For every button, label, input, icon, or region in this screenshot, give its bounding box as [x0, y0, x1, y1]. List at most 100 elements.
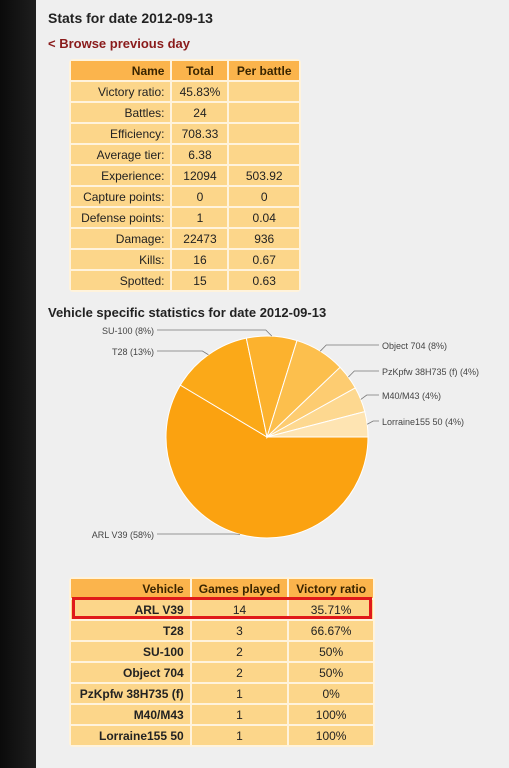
stat-per-battle: 503.92 [229, 166, 299, 185]
header-victory-ratio: Victory ratio [289, 579, 373, 598]
stat-per-battle: 936 [229, 229, 299, 248]
pie-slice-label: T28 (13%) [112, 347, 154, 357]
stat-name: Efficiency: [71, 124, 171, 143]
stat-per-battle [229, 103, 299, 122]
stat-name: Victory ratio: [71, 82, 171, 101]
pie-leader-line [157, 350, 209, 356]
stat-per-battle: 0.63 [229, 271, 299, 290]
stat-total: 15 [172, 271, 228, 290]
left-sidebar-strip [0, 0, 36, 768]
stat-name: Capture points: [71, 187, 171, 206]
page-title: Stats for date 2012-09-13 [48, 10, 213, 26]
header-vehicle: Vehicle [71, 579, 190, 598]
daily-stats-table: Name Total Per battle Victory ratio: 45.8… [69, 59, 301, 292]
stat-total: 22473 [172, 229, 228, 248]
vehicle-games: 2 [191, 642, 288, 661]
stat-name: Spotted: [71, 271, 171, 290]
table-row: ARL V39 14 35.71% [71, 600, 373, 619]
stat-name: Experience: [71, 166, 171, 185]
pie-leader-line [348, 370, 379, 378]
stat-name: Kills: [71, 250, 171, 269]
stat-total: 6.38 [172, 145, 228, 164]
table-row: Capture points: 0 0 [71, 187, 299, 206]
vehicle-games: 1 [191, 684, 288, 703]
stat-per-battle: 0.04 [229, 208, 299, 227]
browse-previous-day-link[interactable]: < Browse previous day [48, 36, 190, 51]
vehicle-name: M40/M43 [71, 705, 190, 724]
table-row: Average tier: 6.38 [71, 145, 299, 164]
stats-page: Stats for date 2012-09-13 < Browse previ… [36, 0, 509, 768]
vehicle-ratio: 50% [289, 663, 373, 682]
pie-leader-line [157, 329, 273, 337]
header-games-played: Games played [191, 579, 288, 598]
vehicle-name: PzKpfw 38H735 (f) [71, 684, 190, 703]
stat-per-battle [229, 124, 299, 143]
vehicle-ratio: 50% [289, 642, 373, 661]
pie-leader-line [366, 420, 379, 425]
table-row: Lorraine155 50 1 100% [71, 726, 373, 745]
pie-slice-label: Object 704 (8%) [382, 341, 447, 351]
vehicle-games: 1 [191, 726, 288, 745]
header-total: Total [172, 61, 228, 80]
vehicle-ratio: 35.71% [289, 600, 373, 619]
stat-name: Average tier: [71, 145, 171, 164]
pie-slice-label: Lorraine155 50 (4%) [382, 417, 464, 427]
table-row: Damage: 22473 936 [71, 229, 299, 248]
vehicle-name: SU-100 [71, 642, 190, 661]
table-row: Victory ratio: 45.83% [71, 82, 299, 101]
table-row: Defense points: 1 0.04 [71, 208, 299, 227]
vehicle-games: 1 [191, 705, 288, 724]
stat-per-battle [229, 82, 299, 101]
table-row: Kills: 16 0.67 [71, 250, 299, 269]
table-row: Spotted: 15 0.63 [71, 271, 299, 290]
stat-total: 0 [172, 187, 228, 206]
stat-name: Damage: [71, 229, 171, 248]
stat-total: 45.83% [172, 82, 228, 101]
table-row: Battles: 24 [71, 103, 299, 122]
stat-name: Defense points: [71, 208, 171, 227]
stat-total: 708.33 [172, 124, 228, 143]
vehicle-name: ARL V39 [71, 600, 190, 619]
stats-header-row: Name Total Per battle [71, 61, 299, 80]
vehicle-games: 2 [191, 663, 288, 682]
vehicle-ratio: 66.67% [289, 621, 373, 640]
vehicle-name: Object 704 [71, 663, 190, 682]
pie-slice-label: PzKpfw 38H735 (f) (4%) [382, 367, 479, 377]
vehicle-ratio: 100% [289, 705, 373, 724]
stat-per-battle: 0 [229, 187, 299, 206]
vehicle-pie-chart: ARL V39 (58%) T28 (13%) SU-100 (8%) Object … [92, 326, 479, 540]
highlight-box [72, 597, 372, 619]
table-row: M40/M43 1 100% [71, 705, 373, 724]
vehicle-section-title: Vehicle specific statistics for date 201… [48, 305, 327, 320]
stat-total: 24 [172, 103, 228, 122]
vehicle-ratio: 100% [289, 726, 373, 745]
vehicle-games: 14 [191, 600, 288, 619]
pie-slice-label: SU-100 (8%) [102, 326, 154, 336]
stat-name: Battles: [71, 103, 171, 122]
pie-slice-label: ARL V39 (58%) [92, 530, 154, 540]
stat-total: 12094 [172, 166, 228, 185]
stat-total: 16 [172, 250, 228, 269]
table-row: PzKpfw 38H735 (f) 1 0% [71, 684, 373, 703]
stat-total: 1 [172, 208, 228, 227]
table-row: SU-100 2 50% [71, 642, 373, 661]
stat-per-battle [229, 145, 299, 164]
pie-slice [165, 384, 369, 539]
pie-slice-label: M40/M43 (4%) [382, 391, 441, 401]
header-name: Name [71, 61, 171, 80]
header-per-battle: Per battle [229, 61, 299, 80]
table-row: Experience: 12094 503.92 [71, 166, 299, 185]
vehicle-name: Lorraine155 50 [71, 726, 190, 745]
pie-leader-line [360, 394, 379, 400]
table-row: T28 3 66.67% [71, 621, 373, 640]
vehicle-games: 3 [191, 621, 288, 640]
vehicle-stats-table: Vehicle Games played Victory ratio ARL V… [69, 577, 375, 747]
pie-leader-line [319, 344, 379, 352]
table-row: Object 704 2 50% [71, 663, 373, 682]
vehicle-header-row: Vehicle Games played Victory ratio [71, 579, 373, 598]
table-row: Efficiency: 708.33 [71, 124, 299, 143]
stat-per-battle: 0.67 [229, 250, 299, 269]
vehicle-ratio: 0% [289, 684, 373, 703]
pie-slice [179, 337, 268, 439]
vehicle-name: T28 [71, 621, 190, 640]
